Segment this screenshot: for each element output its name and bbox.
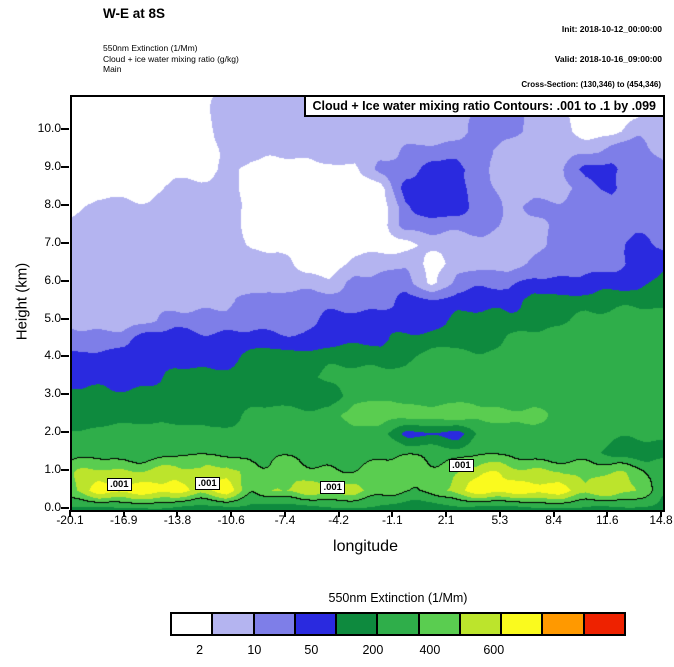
- colorbar-tick-label: 400: [419, 643, 441, 657]
- x-tick-label: 14.8: [649, 513, 673, 527]
- colorbar-cell: [541, 614, 583, 634]
- y-tick-label: 4.0: [44, 348, 61, 363]
- x-tick-label: -20.1: [56, 513, 84, 527]
- colorbar: [170, 612, 626, 636]
- plot-frame: Cloud + Ice water mixing ratio Contours:…: [70, 95, 665, 512]
- field-legend: 550nm Extinction (1/Mm) Cloud + ice wate…: [103, 43, 239, 75]
- init-time: Init: 2018-10-12_00:00:00: [561, 24, 662, 34]
- x-tick-mark: [391, 510, 394, 517]
- y-tick-mark: [61, 469, 69, 472]
- cross-section-label: Cross-Section: (130,346) to (454,346): [521, 80, 661, 89]
- y-tick-label: 10.0: [37, 121, 61, 136]
- y-tick-label: 8.0: [44, 196, 61, 211]
- y-tick-label: 6.0: [44, 272, 61, 287]
- contour-value-label: .001: [320, 481, 345, 495]
- colorbar-tick-label: 2: [196, 643, 204, 657]
- x-tick-mark: [283, 510, 286, 517]
- colorbar-cell: [172, 614, 212, 634]
- y-tick-label: 7.0: [44, 234, 61, 249]
- x-tick-label: -13.8: [163, 513, 192, 527]
- contour-value-label: .001: [449, 459, 474, 473]
- x-tick-mark: [230, 510, 233, 517]
- y-tick-mark: [61, 393, 69, 396]
- contour-value-label: .001: [107, 478, 132, 492]
- colorbar-cell: [376, 614, 418, 634]
- field-legend-mixing-ratio: Cloud + ice water mixing ratio (g/kg): [103, 53, 239, 64]
- y-tick-label: 0.0: [44, 500, 61, 514]
- field-legend-grid: Main: [103, 64, 122, 74]
- x-tick-mark: [445, 510, 448, 517]
- contour-title-box: Cloud + Ice water mixing ratio Contours:…: [303, 95, 665, 117]
- colorbar-cell: [293, 614, 336, 634]
- y-tick-label: 1.0: [44, 462, 61, 477]
- y-tick-label: 3.0: [44, 386, 61, 401]
- x-tick-mark: [552, 510, 555, 517]
- y-tick-mark: [61, 165, 69, 168]
- valid-time: Valid: 2018-10-16_09:00:00: [554, 54, 662, 64]
- x-tick-mark: [606, 510, 609, 517]
- colorbar-cell: [417, 614, 459, 634]
- y-tick-mark: [61, 203, 69, 206]
- y-tick-label: 9.0: [44, 158, 61, 173]
- colorbar-cell: [335, 614, 377, 634]
- colorbar-tick-label: 10: [247, 643, 262, 657]
- y-axis-label: Height (km): [13, 262, 31, 341]
- y-tick-mark: [61, 128, 69, 131]
- x-tick-label: -10.6: [217, 513, 245, 527]
- colorbar-title: 550nm Extinction (1/Mm): [328, 591, 468, 605]
- x-tick-label: -1.1: [382, 513, 403, 527]
- y-tick-mark: [61, 317, 69, 320]
- run-times: Init: 2018-10-12_00:00:00 Valid: 2018-10…: [555, 4, 662, 84]
- x-tick-label: 5.3: [491, 513, 509, 527]
- y-tick-label: 5.0: [44, 310, 61, 325]
- x-tick-mark: [69, 510, 71, 517]
- x-tick-mark: [660, 510, 662, 517]
- colorbar-cell: [252, 614, 294, 634]
- x-tick-mark: [337, 510, 340, 517]
- y-tick-mark: [61, 431, 69, 434]
- colorbar-tick-label: 200: [362, 643, 384, 657]
- x-tick-label: 8.4: [545, 513, 562, 527]
- extinction-field-canvas: [72, 97, 663, 510]
- page-title: W-E at 8S: [103, 6, 165, 21]
- colorbar-cell: [500, 614, 542, 634]
- x-tick-mark: [122, 510, 125, 517]
- y-tick-mark: [61, 355, 69, 358]
- x-tick-label: -7.4: [274, 513, 296, 527]
- colorbar-tick-label: 600: [483, 643, 505, 657]
- x-tick-label: -4.2: [328, 513, 349, 527]
- colorbar-cell: [458, 614, 501, 634]
- x-tick-label: 2.1: [437, 513, 455, 527]
- colorbar-cell: [211, 614, 253, 634]
- x-tick-label: 11.6: [596, 513, 619, 527]
- y-tick-mark: [61, 241, 69, 244]
- x-axis-label: longitude: [333, 538, 398, 555]
- colorbar-tick-label: 50: [304, 643, 319, 657]
- y-tick-mark: [61, 507, 69, 509]
- x-tick-mark: [498, 510, 501, 517]
- colorbar-cell: [582, 614, 624, 634]
- x-tick-mark: [176, 510, 179, 517]
- field-legend-extinction: 550nm Extinction (1/Mm): [103, 43, 198, 53]
- y-tick-mark: [61, 279, 69, 282]
- x-tick-label: -16.9: [110, 513, 138, 527]
- contour-value-label: .001: [195, 477, 220, 491]
- y-tick-label: 2.0: [44, 424, 61, 439]
